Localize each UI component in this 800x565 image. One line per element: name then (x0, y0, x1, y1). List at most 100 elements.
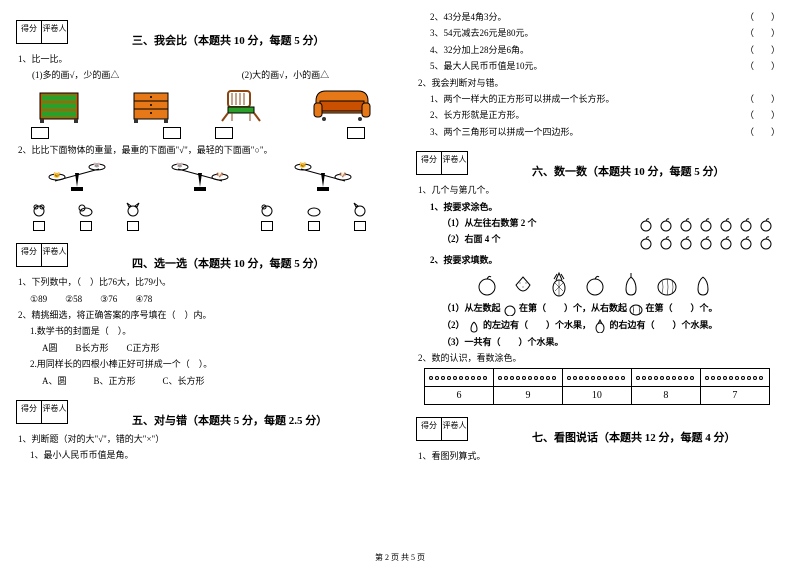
num-cell: 6 (425, 386, 494, 404)
watermelon-icon (656, 271, 678, 297)
q4-2-2: 2.用同样长的四根小棒正好可拼成一个（ ）。 (30, 357, 384, 371)
q7-1: 1、看图列算式。 (418, 449, 784, 463)
left-column: 得分 评卷人 三、我会比（本题共 10 分，每题 5 分） 1、比一比。 (1)… (0, 0, 400, 545)
paren: （ ） (745, 10, 784, 24)
bookshelf-icon (36, 87, 84, 125)
q4-1: 1、下列数中，（ ）比76大，比79小。 (18, 275, 384, 289)
q3-1b: (2)大的画√，小的画△ (242, 70, 329, 80)
q4-2-1: 1.数学书的封面是（ ）。 (30, 324, 384, 338)
num-cell: 7 (700, 386, 769, 404)
dots-cell (636, 375, 696, 380)
num-cell: 9 (493, 386, 562, 404)
q3-1a: (1)多的画√，少的画△ (32, 70, 119, 80)
q3-2: 2、比比下面物体的重量，最重的下面画"√"，最轻的下面画"○"。 (18, 143, 384, 157)
apple-icon (698, 234, 714, 250)
dog-icon (76, 199, 96, 219)
section-5-title: 五、对与错（本题共 5 分，每题 2.5 分） (132, 412, 327, 428)
cat-icon-2 (350, 199, 370, 219)
grader-cell: 评卷人 (42, 243, 68, 267)
apple-icon (718, 216, 734, 232)
mouse-icon-2 (257, 199, 277, 219)
paren: （ ） (745, 26, 784, 40)
dot-table: 6 9 10 8 7 (424, 368, 770, 405)
grader-cell: 评卷人 (442, 151, 468, 175)
dog-icon-2 (304, 199, 324, 219)
q5r-4: 4、32分加上28分是6角。 (430, 45, 529, 55)
section-3-header: 得分 评卷人 三、我会比（本题共 10 分，每题 5 分） (16, 14, 384, 48)
q5-2: 2、我会判断对与错。 (418, 76, 784, 90)
apple-icon (758, 216, 774, 232)
section-6-title: 六、数一数（本题共 10 分，每题 5 分） (532, 163, 725, 179)
svg-text:🐭: 🐭 (93, 162, 101, 169)
q5r-2: 2、43分是4角3分。 (430, 12, 507, 22)
grader-cell: 评卷人 (42, 400, 68, 424)
apple-icon (638, 234, 654, 250)
q6-2: 2、数的认识，看数涂色。 (418, 351, 784, 365)
pear-inline-icon (467, 319, 481, 333)
svg-text:🐭: 🐭 (176, 162, 184, 169)
section-5-header: 得分 评卷人 五、对与错（本题共 5 分，每题 2.5 分） (16, 394, 384, 428)
svg-text:🐱: 🐱 (53, 171, 61, 179)
q5-1: 1、判断题（对的大"√"，错的大"×"） (18, 432, 384, 446)
scale-row: 🐱🐭 🐭🐶 🐱🐶 (16, 161, 384, 195)
mouse-icon (29, 199, 49, 219)
strawberry-icon (512, 271, 534, 297)
apple-icon (658, 234, 674, 250)
q6-1-2: 2、按要求填数。 (430, 253, 784, 267)
score-box-7: 得分 评卷人 (416, 417, 468, 441)
q6-1-2c: （3）一共有（ ）个水果。 (442, 335, 784, 349)
score-box-4: 得分 评卷人 (16, 243, 68, 267)
q5-2-1: 1、两个一样大的正方形可以拼成一个长方形。 (430, 94, 615, 104)
section-6-header: 得分 评卷人 六、数一数（本题共 10 分，每题 5 分） (416, 145, 784, 179)
scale-2-icon: 🐭🐶 (170, 161, 230, 195)
furniture-row (16, 87, 384, 139)
score-box-5: 得分 评卷人 (16, 400, 68, 424)
dots-cell (705, 375, 765, 380)
paren: （ ） (745, 108, 784, 122)
q5r-5: 5、最大人民币币值是10元。 (430, 61, 543, 71)
score-box-6: 得分 评卷人 (416, 151, 468, 175)
q4-2-1-opts: A圆 B长方形 C正方形 (42, 341, 384, 355)
answer-box (347, 127, 365, 139)
apple-icon (718, 234, 734, 250)
q6-1-1: 1、按要求涂色。 (430, 200, 784, 214)
section-7-header: 得分 评卷人 七、看图说话（本题共 12 分，每题 4 分） (416, 411, 784, 445)
answer-box (31, 127, 49, 139)
apple-icon (758, 234, 774, 250)
q6-1-2a: （1）从左数起 在第（ ）个，从右数起 在第（ ）个。 (442, 301, 784, 316)
score-cell: 得分 (16, 20, 42, 44)
peach-icon-2 (584, 271, 606, 297)
peach-icon (476, 271, 498, 297)
section-3-title: 三、我会比（本题共 10 分，每题 5 分） (132, 32, 325, 48)
apple-row-1 (638, 216, 774, 232)
animal-row (16, 199, 384, 219)
table-row: 6 9 10 8 7 (425, 386, 770, 404)
right-column: 2、43分是4角3分。 （ ） 3、54元减去26元是80元。 （ ） 4、32分加… (400, 0, 800, 545)
q6-1: 1、几个与第几个。 (418, 183, 784, 197)
grader-cell: 评卷人 (42, 20, 68, 44)
pear-icon-2 (692, 271, 714, 297)
svg-text:🐱: 🐱 (299, 161, 307, 169)
q5-1-1: 1、最小人民币币值是角。 (30, 448, 384, 462)
fruit-row (476, 271, 784, 297)
paren: （ ） (745, 59, 784, 73)
score-cell: 得分 (416, 417, 442, 441)
score-cell: 得分 (416, 151, 442, 175)
scale-1-icon: 🐱🐭 (47, 161, 107, 195)
pear-icon (620, 271, 642, 297)
score-box-3: 得分 评卷人 (16, 20, 68, 44)
section-7-title: 七、看图说话（本题共 12 分，每题 4 分） (532, 429, 736, 445)
num-cell: 10 (562, 386, 631, 404)
svg-text:🐶: 🐶 (216, 172, 224, 179)
apple-icon (658, 216, 674, 232)
peach-inline-icon (503, 302, 517, 316)
dresser-icon (128, 87, 176, 125)
apple-icon (698, 216, 714, 232)
sofa-icon (312, 87, 372, 125)
apple-icon (738, 216, 754, 232)
q5r-3: 3、54元减去26元是80元。 (430, 28, 534, 38)
paren: （ ） (745, 125, 784, 139)
apple-row-2 (638, 234, 774, 250)
apple-icon (638, 216, 654, 232)
dots-cell (567, 375, 627, 380)
